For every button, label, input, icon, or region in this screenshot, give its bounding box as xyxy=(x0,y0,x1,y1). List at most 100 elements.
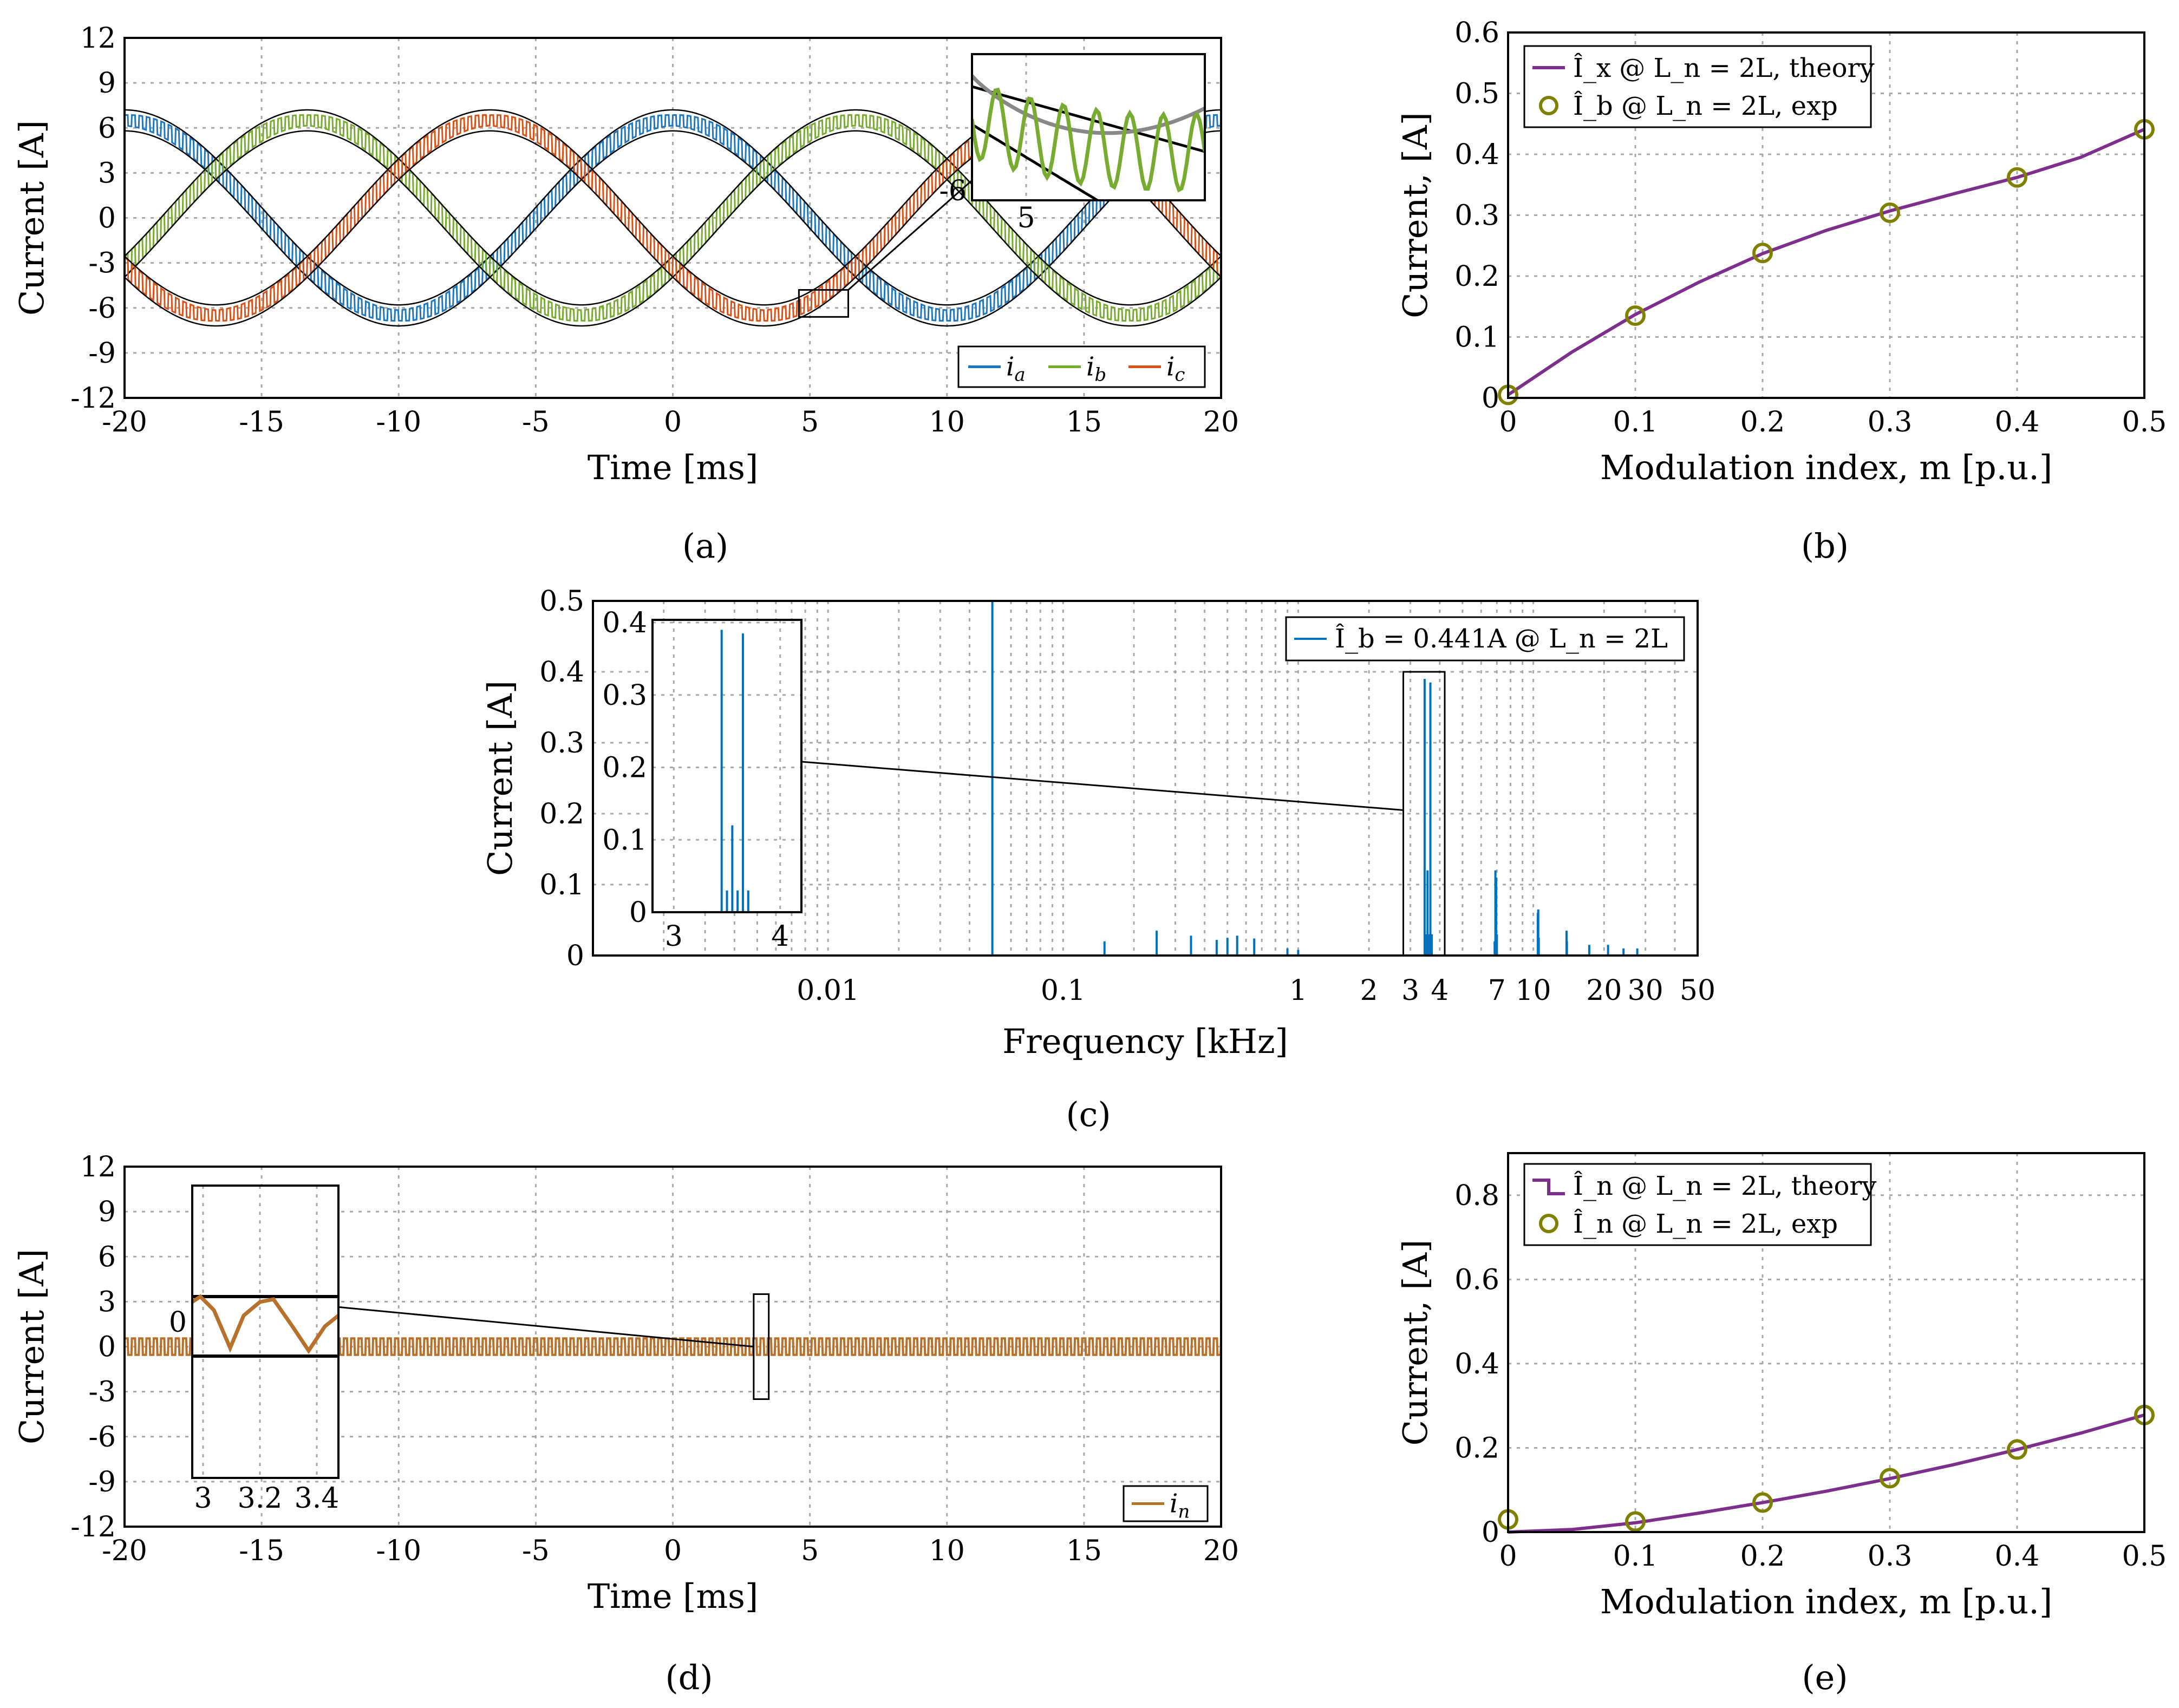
y-tick-label: 0.4 xyxy=(1454,1348,1499,1380)
y-tick-label: 0.2 xyxy=(1454,1432,1499,1464)
panel-label-a: (a) xyxy=(682,526,728,566)
inset-envelope-lower xyxy=(972,123,1100,200)
x-tick-label: -15 xyxy=(239,406,284,439)
x-tick-label: -20 xyxy=(102,1535,147,1567)
panel-b: 0 0.1 0.2 0.3 0.4 0.5 0.6 0.5 0.4 0.3 0.2 0.1 0 Modul… xyxy=(1395,17,2167,487)
x-tick-label: 0.3 xyxy=(1868,1540,1913,1573)
y-tick-label: 0.6 xyxy=(1454,1264,1499,1296)
legend: Î_n @ L_n = 2L, theory Î_n @ L_n = 2L, ex… xyxy=(1523,1163,1876,1246)
legend-label-i_c: ic xyxy=(1166,352,1185,386)
legend-label-exp: Î_b @ L_n = 2L, exp xyxy=(1573,90,1838,121)
x-tick-label: 10 xyxy=(1515,974,1551,1007)
x-tick-label: 0.2 xyxy=(1740,1540,1785,1573)
x-tick-label: 0.1 xyxy=(1613,1540,1658,1573)
panel-c: 0.01 0.1 1 2 3 4 7 10 20 30 500.50.40.30.20.100.40… xyxy=(480,585,1715,1061)
x-tick-label: 0.1 xyxy=(1041,974,1086,1007)
y-tick-label: 0.5 xyxy=(539,585,584,618)
y-tick-label: 0.3 xyxy=(1454,200,1499,232)
legend-label: Î_b = 0.441A @ L_n = 2L xyxy=(1335,623,1668,654)
inset-x-tick-label: 3 xyxy=(194,1482,212,1515)
x-tick-label: 5 xyxy=(801,406,819,439)
x-tick-label: 0.3 xyxy=(1868,406,1913,439)
x-tick-label: 30 xyxy=(1628,974,1663,1007)
y-tick-label: 0.2 xyxy=(539,798,584,830)
y-tick-label: 0 xyxy=(98,202,116,235)
legend-label-i_n: in xyxy=(1170,1489,1190,1523)
inset-area xyxy=(972,54,1205,200)
x-tick-label: 0.5 xyxy=(2122,406,2167,439)
axes-frame xyxy=(123,37,1222,399)
inset-a: -6 5 xyxy=(939,53,1206,234)
inset-x-tick-label: 3.4 xyxy=(295,1482,340,1515)
marker-exp xyxy=(2007,167,2027,188)
x-tick-label: 20 xyxy=(1203,1535,1239,1567)
legend-line-theory xyxy=(1532,1179,1565,1195)
y-tick-label: 6 xyxy=(98,1241,116,1273)
legend-marker-exp xyxy=(1539,96,1558,115)
inset-x-tick-label: 5 xyxy=(1017,202,1035,234)
y-tick-label: 3 xyxy=(98,157,116,189)
legend-label-theory: Î_x @ L_n = 2L, theory xyxy=(1573,53,1875,83)
panel-a: -20 -15 -10 -5 0 5 10 15 20 12 9 6 3 0 -3 -6 -9 -12 Time [… xyxy=(12,22,1239,487)
legend-label-i_b: ib xyxy=(1086,352,1106,386)
x-tick-label: 20 xyxy=(1203,406,1239,439)
legend: in xyxy=(1123,1485,1209,1523)
x-axis-label: Time [ms] xyxy=(588,448,758,487)
x-axis-label: Modulation index, m [p.u.] xyxy=(1600,448,2052,487)
axes-frame xyxy=(1507,31,2145,399)
series-theory xyxy=(1507,128,2145,396)
y-tick-label: 0 xyxy=(1482,1516,1499,1549)
y-tick-label: 9 xyxy=(98,67,116,100)
x-tick-label: 0.4 xyxy=(1995,406,2040,439)
panel-label-b: (b) xyxy=(1801,526,1849,566)
inset-y-tick-label: 0.1 xyxy=(602,824,647,856)
axes-frame xyxy=(592,600,1699,957)
x-tick-label: 0 xyxy=(664,406,682,439)
inset-series-i_n xyxy=(191,1294,340,1354)
y-axis-label: Current [A] xyxy=(480,680,520,876)
y-tick-label: 0.6 xyxy=(1454,17,1499,49)
x-tick-label: -15 xyxy=(239,1535,284,1567)
x-tick-label: 0.01 xyxy=(797,974,859,1007)
marker-exp xyxy=(1880,202,1900,223)
x-tick-label: 10 xyxy=(929,1535,965,1567)
x-tick-label: -5 xyxy=(522,406,550,439)
y-tick-label: 0.1 xyxy=(1454,322,1499,354)
panel-e: 0 0.1 0.2 0.3 0.4 0.5 0.8 0.6 0.4 0.2 0 Modulation … xyxy=(1395,1152,2167,1621)
y-tick-label: 12 xyxy=(80,22,116,55)
inset-y-tick-label: 0.4 xyxy=(602,607,647,639)
x-axis-label: Time [ms] xyxy=(588,1576,758,1616)
y-tick-label: -9 xyxy=(88,1466,116,1498)
axes-frame xyxy=(1507,1152,2145,1533)
legend: ia ib ic xyxy=(957,345,1206,388)
y-tick-label: -3 xyxy=(88,1376,116,1409)
y-tick-label: 0.8 xyxy=(1454,1180,1499,1212)
inset-frame xyxy=(971,53,1206,201)
y-tick-label: 0.1 xyxy=(539,869,584,901)
y-tick-label: 9 xyxy=(98,1196,116,1228)
x-tick-label: 15 xyxy=(1066,1535,1102,1567)
inset-y-tick-label: -6 xyxy=(939,175,967,207)
y-axis-label: Current [A] xyxy=(12,120,51,316)
zoom-connector xyxy=(338,1306,754,1347)
x-tick-label: 0 xyxy=(664,1535,682,1567)
y-axis-label: Current, [A] xyxy=(1395,112,1435,318)
inset-area xyxy=(653,620,801,912)
marker-exp xyxy=(1625,1511,1646,1532)
legend-label-exp: Î_n @ L_n = 2L, exp xyxy=(1573,1208,1838,1239)
inset-y-tick-label: 0.3 xyxy=(602,679,647,712)
y-tick-label: -9 xyxy=(88,337,116,370)
x-axis-label: Frequency [kHz] xyxy=(1002,1022,1288,1061)
marker-exp xyxy=(1752,243,1773,264)
inset-curves xyxy=(972,74,1205,200)
marker-exp xyxy=(1752,1492,1773,1513)
zoom-box xyxy=(798,289,849,318)
y-tick-label: -3 xyxy=(88,247,116,280)
y-tick-label: 0 xyxy=(98,1331,116,1364)
x-tick-label: -20 xyxy=(102,406,147,439)
x-tick-label: 5 xyxy=(801,1535,819,1567)
inset-y-tick-label: 0 xyxy=(169,1306,187,1339)
x-tick-label: 50 xyxy=(1680,974,1715,1007)
marker-exp xyxy=(1625,305,1646,326)
